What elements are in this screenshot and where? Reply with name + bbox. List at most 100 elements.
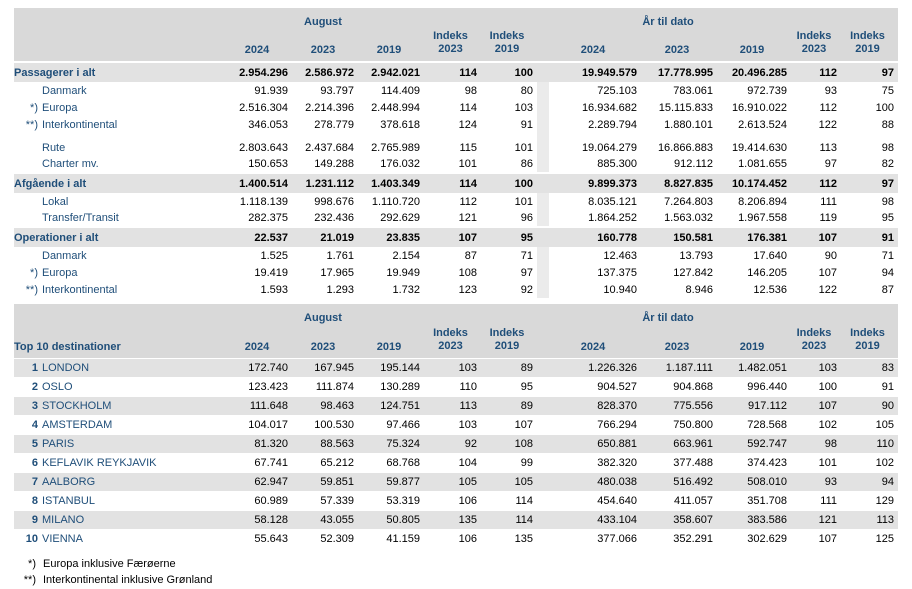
cell: 104.017 [226, 414, 292, 434]
col-header-2023: 2023 [292, 326, 358, 358]
cell: 108 [481, 433, 537, 453]
cell: 105 [424, 471, 481, 491]
cell: 93 [824, 84, 837, 97]
cell: 100 [481, 61, 537, 82]
cell: 114 [424, 61, 481, 82]
cell: 22.537 [226, 226, 292, 247]
group-separator [537, 30, 549, 62]
august-group-header: August [226, 304, 424, 326]
cell: 101 [514, 195, 533, 208]
cell: 23.835 [358, 226, 424, 247]
cell: 1.081.655 [738, 158, 787, 170]
cell: 112 [459, 195, 477, 208]
cell: 52.309 [292, 528, 358, 548]
cell: 101 [514, 141, 533, 154]
cell: 1.293 [326, 283, 354, 296]
row-name: AALBORG [42, 475, 96, 488]
cell: 111.874 [292, 376, 358, 396]
row-label: Rute [14, 139, 226, 156]
cell: 103 [514, 101, 533, 114]
cell: 1.482.051 [717, 357, 791, 377]
row-prefix: **) [25, 283, 38, 296]
cell: 904.527 [549, 376, 641, 396]
col-header-ytd-2023: 2023 [641, 326, 717, 358]
cell: 95 [881, 212, 894, 224]
col-header-2023: 2023 [292, 30, 358, 62]
cell: 91 [841, 376, 898, 396]
cell: 1.118.139 [239, 195, 288, 208]
cell: 725.103 [597, 84, 637, 97]
cell: 2.803.643 [239, 141, 288, 154]
col-header-2024: 2024 [226, 326, 292, 358]
cell: 122 [818, 118, 837, 131]
cell: 358.607 [641, 509, 717, 529]
cell: 20.496.285 [717, 61, 791, 82]
cell: 1.761 [326, 249, 354, 262]
table-row: Charter mv. 150.653 149.288 176.032 101 86 885… [14, 156, 898, 173]
table-row: 10 VIENNA 55.643 52.309 41.159 106 135 377.066 3… [14, 528, 898, 548]
cell: 93.797 [320, 84, 354, 97]
cell: 378.618 [380, 118, 420, 131]
row-name: ISTANBUL [42, 494, 95, 507]
table-row: 2 OSLO 123.423 111.874 130.289 110 95 904.527 90… [14, 376, 898, 396]
row-label: 6 KEFLAVIK REYKJAVIK [14, 452, 226, 472]
cell: 100 [481, 172, 537, 193]
group-separator [537, 490, 549, 510]
row-prefix: 3 [31, 399, 38, 412]
group-header-row: August År til dato [14, 8, 898, 30]
cell: 97 [520, 266, 533, 279]
row-name: Rute [42, 141, 66, 154]
cell: 108 [458, 266, 477, 279]
row-prefix: 8 [31, 494, 38, 507]
cell: 12.463 [603, 249, 637, 262]
cell: 1.403.349 [358, 172, 424, 193]
cell: 996.440 [717, 376, 791, 396]
cell: 346.053 [248, 118, 288, 131]
cell: 97 [824, 158, 837, 170]
row-prefix: 9 [31, 513, 38, 526]
cell: 112 [791, 61, 841, 82]
col-header-2024: 2024 [226, 30, 292, 62]
column-header-row: 2024 2023 2019 Indeks 2023 Indeks 2019 202… [14, 30, 898, 62]
row-label: Operationer i alt [14, 226, 226, 247]
row-name: OSLO [42, 380, 73, 393]
row-label: 8 ISTANBUL [14, 490, 226, 510]
cell: 12.536 [753, 283, 787, 296]
group-separator [537, 264, 549, 281]
cell: 59.851 [292, 471, 358, 491]
cell: 383.586 [717, 509, 791, 529]
table-row: Afgående i alt 1.400.514 1.231.112 1.403.34… [14, 172, 898, 193]
cell: 508.010 [717, 471, 791, 491]
cell: 87 [464, 249, 477, 262]
row-name: MILANO [42, 513, 85, 526]
cell: 103 [424, 414, 481, 434]
cell: 98 [791, 433, 841, 453]
cell: 16.866.883 [657, 141, 713, 154]
cell: 663.961 [641, 433, 717, 453]
col-header-2019: 2019 [358, 326, 424, 358]
row-prefix: *) [30, 266, 38, 279]
cell: 149.288 [314, 158, 354, 170]
cell: 2.437.684 [305, 141, 354, 154]
row-name: VIENNA [42, 532, 83, 545]
cell: 88.563 [292, 433, 358, 453]
row-name: Europa [42, 266, 78, 279]
row-label: 7 AALBORG [14, 471, 226, 491]
row-name: Danmark [42, 84, 87, 97]
cell: 98 [464, 84, 477, 97]
cell: 19.414.630 [731, 141, 787, 154]
august-group-header: August [226, 8, 424, 30]
cell: 113 [819, 141, 837, 154]
group-separator [537, 82, 549, 99]
cell: 103 [791, 357, 841, 377]
group-separator [537, 471, 549, 491]
cell: 8.206.894 [738, 195, 787, 208]
cell: 83 [841, 357, 898, 377]
row-label: **) Interkontinental [14, 116, 226, 133]
cell: 107 [791, 528, 841, 548]
col-header-indeks-2019: Indeks 2019 [481, 30, 537, 62]
cell: 592.747 [717, 433, 791, 453]
row-prefix: **) [25, 118, 38, 131]
cell: 67.741 [226, 452, 292, 472]
cell: 195.144 [358, 357, 424, 377]
